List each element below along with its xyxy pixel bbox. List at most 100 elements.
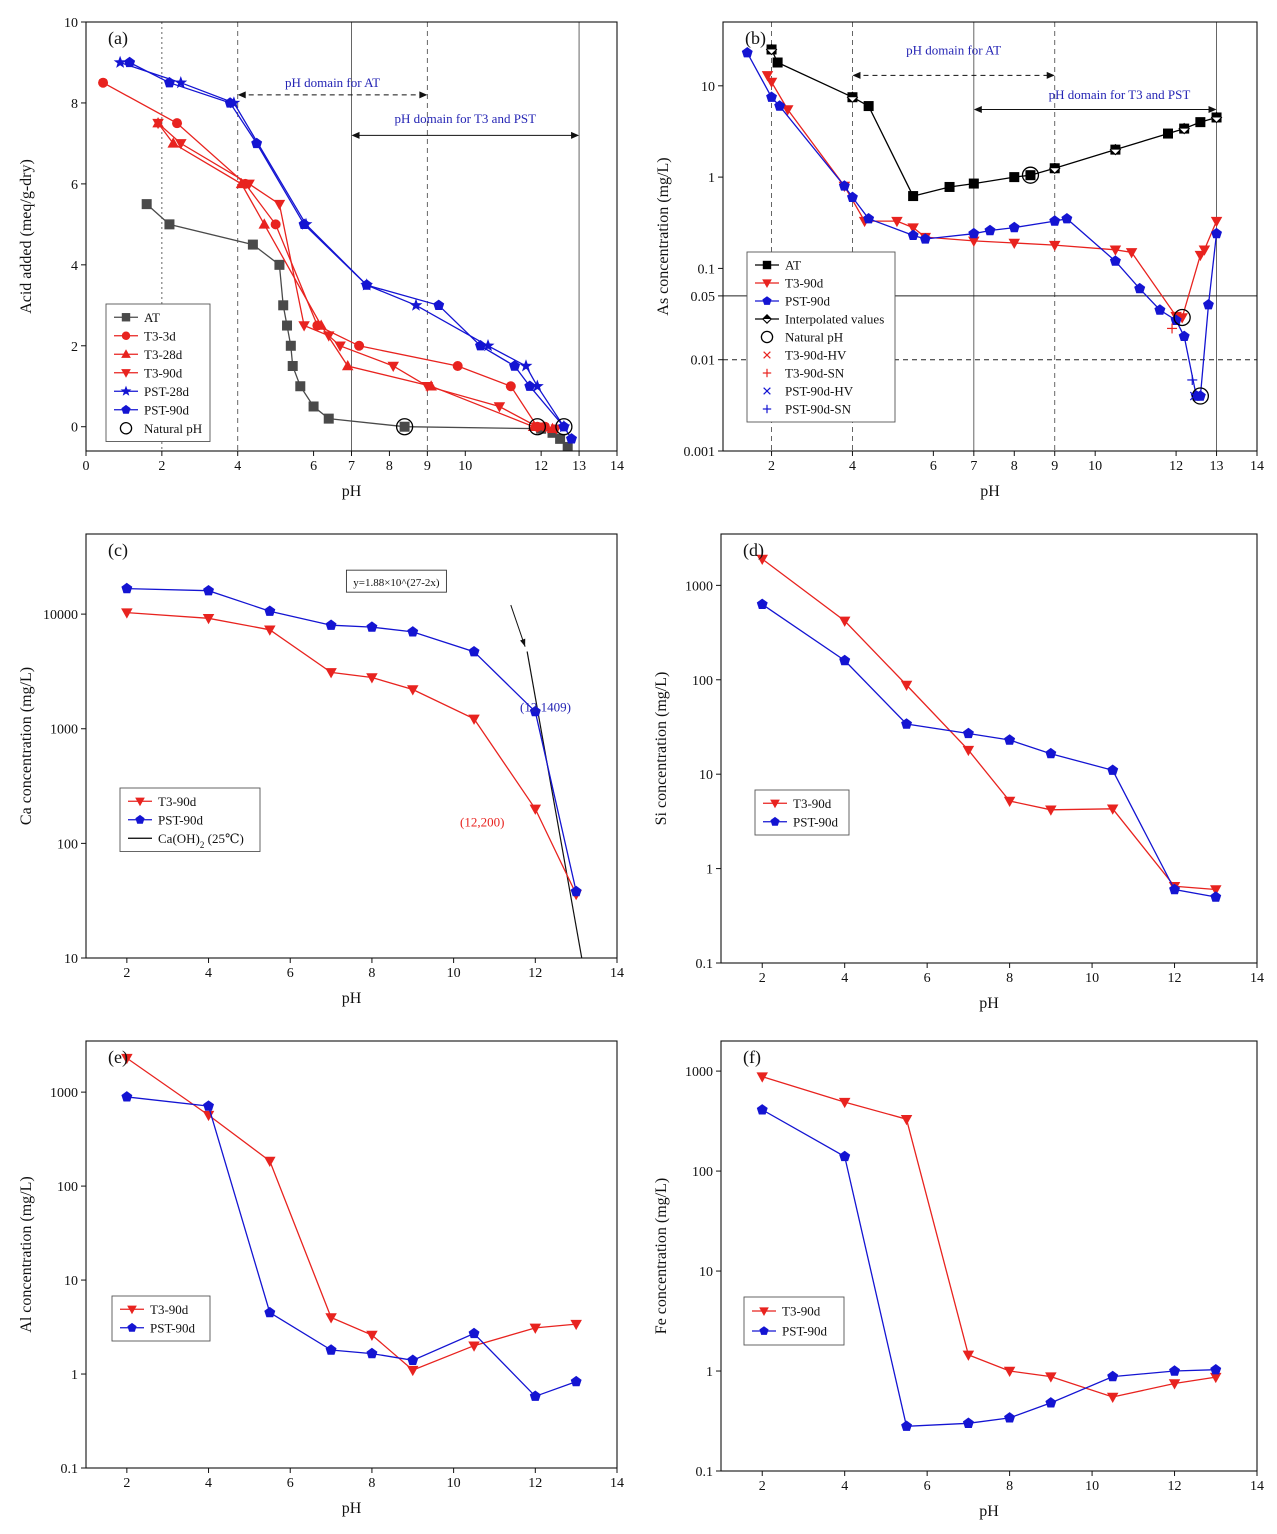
plot-frame xyxy=(722,21,1258,452)
x-tick-label: 10 xyxy=(1085,971,1099,986)
data-point xyxy=(98,77,109,88)
data-point xyxy=(1203,299,1214,310)
data-point xyxy=(509,360,521,371)
data-point xyxy=(944,181,955,192)
data-point xyxy=(361,279,373,290)
legend-marker xyxy=(135,814,145,824)
series-line xyxy=(762,1075,1216,1398)
data-point xyxy=(1109,255,1121,266)
legend-marker xyxy=(120,385,132,396)
legend-label: Natural pH xyxy=(785,330,843,345)
series-pst-90d xyxy=(121,582,582,897)
series-line xyxy=(770,49,1217,197)
data-point xyxy=(1109,245,1122,256)
y-tick-label: 1000 xyxy=(50,723,78,738)
chart-c: 2 4 6 8 10 12 14 10 100 1000 10000 pH Ca concentrati… xyxy=(18,533,624,1007)
x-tick-label: 12 xyxy=(534,459,548,474)
legend-marker xyxy=(121,349,131,358)
data-point xyxy=(1169,1365,1180,1376)
annotation-text: (12,200) xyxy=(460,815,504,830)
x-tick-label: 4 xyxy=(205,966,212,981)
data-point xyxy=(1168,1379,1181,1390)
legend-marker xyxy=(121,369,131,378)
data-point xyxy=(258,218,271,229)
y-axis-label: Acid added (meq/g-dry) xyxy=(18,159,35,314)
y-tick-label: 0.05 xyxy=(691,290,716,305)
data-point xyxy=(919,233,931,244)
y-tick-label: 1 xyxy=(71,1368,78,1383)
legend-entry: PST-90d-SN xyxy=(762,402,852,417)
data-point xyxy=(529,1323,542,1334)
series-t3-90d xyxy=(152,118,563,435)
data-point xyxy=(1106,1392,1119,1403)
y-tick-label: 10 xyxy=(699,1265,713,1280)
series-pst-90d-hv xyxy=(1189,391,1199,401)
series-t3-90d xyxy=(756,1072,1222,1403)
x-tick-label: 6 xyxy=(930,459,937,474)
chart-e: 2 4 6 8 10 12 14 0.1 1 10 100 1000 pH Al concentratio… xyxy=(18,1040,624,1517)
data-point xyxy=(838,1097,851,1109)
y-tick-label: 100 xyxy=(57,837,78,852)
legend-label: PST-90d xyxy=(793,814,839,829)
y-tick-label: 0 xyxy=(71,421,78,436)
legend-label: Ca(OH)2 (25℃) xyxy=(158,831,244,850)
x-tick-label: 8 xyxy=(368,1476,375,1491)
data-point xyxy=(962,1350,975,1361)
data-point xyxy=(1178,122,1190,135)
data-point xyxy=(407,626,419,637)
data-point xyxy=(202,614,215,625)
series-line xyxy=(126,611,577,895)
x-tick-label: 4 xyxy=(234,459,241,474)
data-point xyxy=(901,718,912,729)
data-point xyxy=(1107,764,1119,775)
legend-label: PST-90d xyxy=(144,402,190,417)
x-tick-label: 13 xyxy=(572,459,586,474)
data-point xyxy=(273,199,286,211)
data-point xyxy=(1107,1370,1119,1382)
x-tick-label: 9 xyxy=(424,459,431,474)
x-tick-label: 4 xyxy=(841,1479,848,1494)
y-tick-label: 0.1 xyxy=(698,262,716,277)
data-point xyxy=(481,339,495,352)
y-tick-label: 0.1 xyxy=(696,957,714,972)
data-point xyxy=(1178,330,1190,341)
data-point xyxy=(741,47,753,58)
data-point xyxy=(1004,1412,1016,1423)
data-point xyxy=(407,1354,419,1365)
data-point xyxy=(452,361,463,372)
x-tick-label: 14 xyxy=(1250,971,1264,986)
plot-area-c xyxy=(121,582,583,958)
legend-label: T3-90d xyxy=(158,794,197,809)
plot-frame xyxy=(720,533,1258,964)
series-line xyxy=(119,61,565,428)
y-axis-label: Fe concentration (mg/L) xyxy=(653,1178,670,1334)
x-tick-label: 13 xyxy=(1210,459,1224,474)
series-t3-90d xyxy=(121,608,582,901)
data-point xyxy=(164,77,175,88)
data-point xyxy=(274,259,285,270)
data-point xyxy=(1198,245,1211,256)
data-point xyxy=(1176,313,1188,324)
legend-entry: Natural pH xyxy=(119,421,202,436)
data-point xyxy=(529,705,541,717)
data-point xyxy=(781,105,794,116)
legend-marker xyxy=(127,1305,137,1315)
data-point xyxy=(846,91,859,103)
data-point xyxy=(570,1375,582,1387)
data-point xyxy=(1008,238,1021,249)
y-tick-label: 0.01 xyxy=(691,354,716,369)
panel-label: (d) xyxy=(743,540,764,561)
data-point xyxy=(1189,391,1199,401)
data-point xyxy=(323,413,334,424)
legend-marker xyxy=(770,799,780,809)
series-natural-ph xyxy=(395,418,573,436)
caoh2-solubility-line xyxy=(526,651,583,958)
legend-marker xyxy=(135,797,145,807)
legend-label: PST-28d xyxy=(144,384,190,399)
legend-label: T3-90d-SN xyxy=(785,366,845,381)
annotation-text: pH domain for AT xyxy=(906,43,1001,58)
data-point xyxy=(282,320,293,331)
data-point xyxy=(315,319,327,330)
data-point xyxy=(900,1114,913,1126)
x-tick-label: 8 xyxy=(368,966,375,981)
